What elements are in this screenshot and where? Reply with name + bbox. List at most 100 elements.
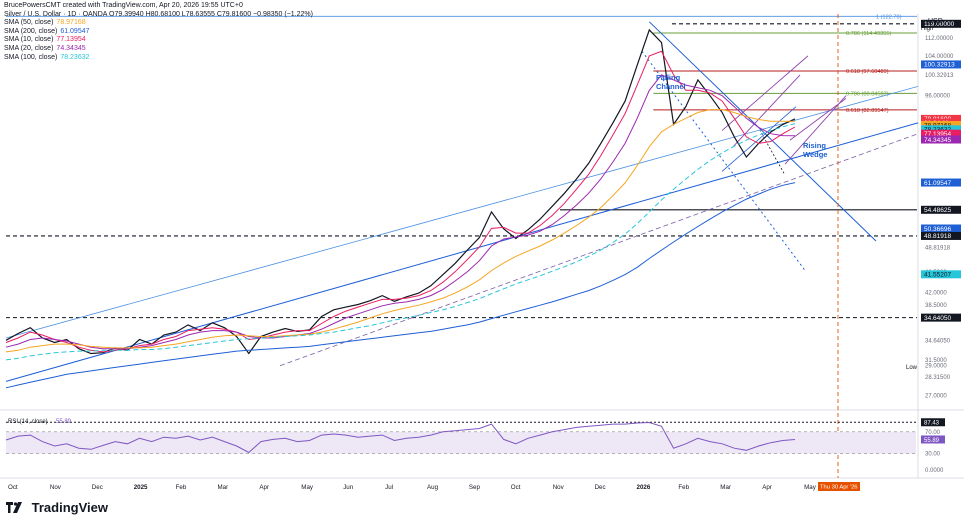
price-axis-label: 104.00000 [925, 54, 954, 60]
price-axis-label: 31.5000 [925, 358, 947, 364]
time-axis-label: Oct [511, 484, 521, 491]
sma-line [5, 50, 796, 353]
rsi-line [5, 421, 796, 454]
time-axis-label: Jun [343, 484, 354, 491]
price-tag-label: 48.81918 [924, 233, 951, 240]
time-axis-label: May [301, 484, 314, 491]
price-tag-label: 119.00000 [924, 21, 955, 28]
time-axis-label: Nov [50, 484, 62, 491]
time-axis-label: Dec [595, 484, 606, 491]
pattern-annotation: Falling [656, 73, 681, 82]
time-axis-label: Aug [427, 484, 439, 491]
time-axis-label: Feb [678, 484, 689, 491]
tradingview-brand: TradingView [6, 500, 108, 515]
sma-legend-label: SMA (200, close) [4, 27, 58, 35]
rsi-band [6, 431, 916, 454]
time-axis-label: Mar [720, 484, 731, 491]
time-axis-label: Apr [762, 484, 772, 491]
price-tag [921, 313, 961, 322]
sma-legend-value: 78.97168 [56, 19, 86, 27]
price-tag [921, 19, 961, 28]
fib-level-label: 1 (122.78) [876, 14, 902, 20]
chart-header: BrucePowersCMT created with TradingView.… [4, 2, 313, 62]
sma-legend-label: SMA (50, close) [4, 19, 54, 27]
price-tag-label: 77.13954 [924, 131, 951, 138]
sma-legend-item: SMA (10, close) 77.13954 [4, 36, 313, 45]
symbol-line: Silver / U.S. Dollar · 1D · OANDA O79.39… [4, 10, 313, 18]
sma-legend-item: SMA (100, close) 78.23632 [4, 54, 313, 63]
time-axis-label: Nov [553, 484, 565, 491]
author-line: BrucePowersCMT created with TradingView.… [4, 2, 243, 9]
tradingview-logo-icon [6, 502, 22, 513]
price-tag [921, 135, 961, 144]
price-axis-label: 27.0000 [925, 393, 947, 399]
sma-legend-item: SMA (20, close) 74.34345 [4, 45, 313, 54]
price-axis-label: 28.31500 [925, 375, 951, 381]
price-axis-label: 29.0000 [925, 364, 947, 370]
price-tag [921, 224, 961, 233]
sma-line [5, 123, 796, 361]
price-tag [921, 178, 961, 187]
time-axis-label: 2025 [134, 484, 148, 491]
sma-legend-label: SMA (10, close) [4, 36, 54, 44]
sma-legend-value: 77.13954 [56, 36, 86, 44]
price-axis-label: 112.00000 [925, 36, 954, 42]
channel-line [5, 85, 919, 339]
price-axis-label: 48.81918 [925, 246, 951, 252]
fib-level-label: 0.618 (82.89547) [846, 108, 889, 114]
fib-level-label: 0.618 (97.60489) [846, 69, 889, 75]
sma-legend-value: 74.34345 [56, 44, 86, 52]
price-tag [921, 129, 961, 138]
price-axis-label: High [921, 26, 933, 32]
sma-legend-value: 78.23632 [60, 53, 90, 61]
rsi-tag [921, 418, 945, 427]
sma-line [5, 109, 796, 353]
price-tag [921, 120, 961, 129]
rsi-value: 55.89 [56, 419, 72, 425]
time-axis-label: Apr [259, 484, 269, 491]
rsi-tag [921, 435, 945, 444]
wedge-line [721, 55, 809, 131]
low-marker-label: Low [906, 365, 918, 371]
sma-legend-value: 61.09547 [60, 27, 90, 35]
fib-level-label: 0.786 (114.49355) [846, 31, 891, 37]
price-tag [921, 125, 961, 134]
sma-legend-label: SMA (20, close) [4, 44, 54, 52]
price-tag-label: 54.48625 [924, 207, 951, 214]
price-axis-label: 42.0000 [925, 290, 947, 296]
sma-legend-item: SMA (200, close) 61.09547 [4, 28, 313, 37]
pattern-annotation: Rising [803, 141, 826, 150]
time-axis-label: Feb [176, 484, 187, 491]
rsi-tag-label: 55.89 [924, 438, 940, 444]
sma-legend-item: SMA (50, close) 78.97168 [4, 19, 313, 28]
sma-legend: SMA (50, close) 78.97168 SMA (200, close) 6… [4, 19, 313, 62]
channel-midline [279, 133, 919, 367]
price-axis-label: 100.32913 [925, 73, 954, 79]
price-tag-label: 61.09547 [924, 180, 951, 187]
price-axis-label: 34.64050 [925, 338, 951, 344]
channel-line [5, 122, 919, 382]
fib-level-label: 0.786 (88.84587) [846, 91, 889, 97]
wedge-support-line [721, 106, 797, 172]
rsi-axis-label: 0.0000 [925, 468, 944, 474]
pattern-annotation: Channel [656, 82, 686, 91]
price-tag [921, 231, 961, 240]
time-axis-label: Jul [385, 484, 393, 491]
falling-channel-line [641, 51, 807, 273]
rising-wedge-line [784, 95, 847, 165]
date-cursor-tag [818, 482, 860, 491]
wedge-line [732, 74, 801, 148]
rising-wedge-line [789, 98, 847, 141]
currency-label: USD [928, 18, 943, 25]
rsi-tag-label: 87.43 [924, 421, 940, 427]
price-tag-label: 100.32913 [924, 62, 955, 69]
price-tag-label: 74.34345 [924, 137, 951, 144]
price-axis-label: 38.5000 [925, 303, 947, 309]
pattern-annotation: Wedge [803, 150, 827, 159]
sma-legend-label: SMA (100, close) [4, 53, 58, 61]
time-axis-label: 2026 [637, 484, 651, 491]
time-axis-label: Sep [469, 484, 481, 491]
time-axis-label: Oct [8, 484, 18, 491]
price-tag-label: 41.55207 [924, 272, 951, 279]
